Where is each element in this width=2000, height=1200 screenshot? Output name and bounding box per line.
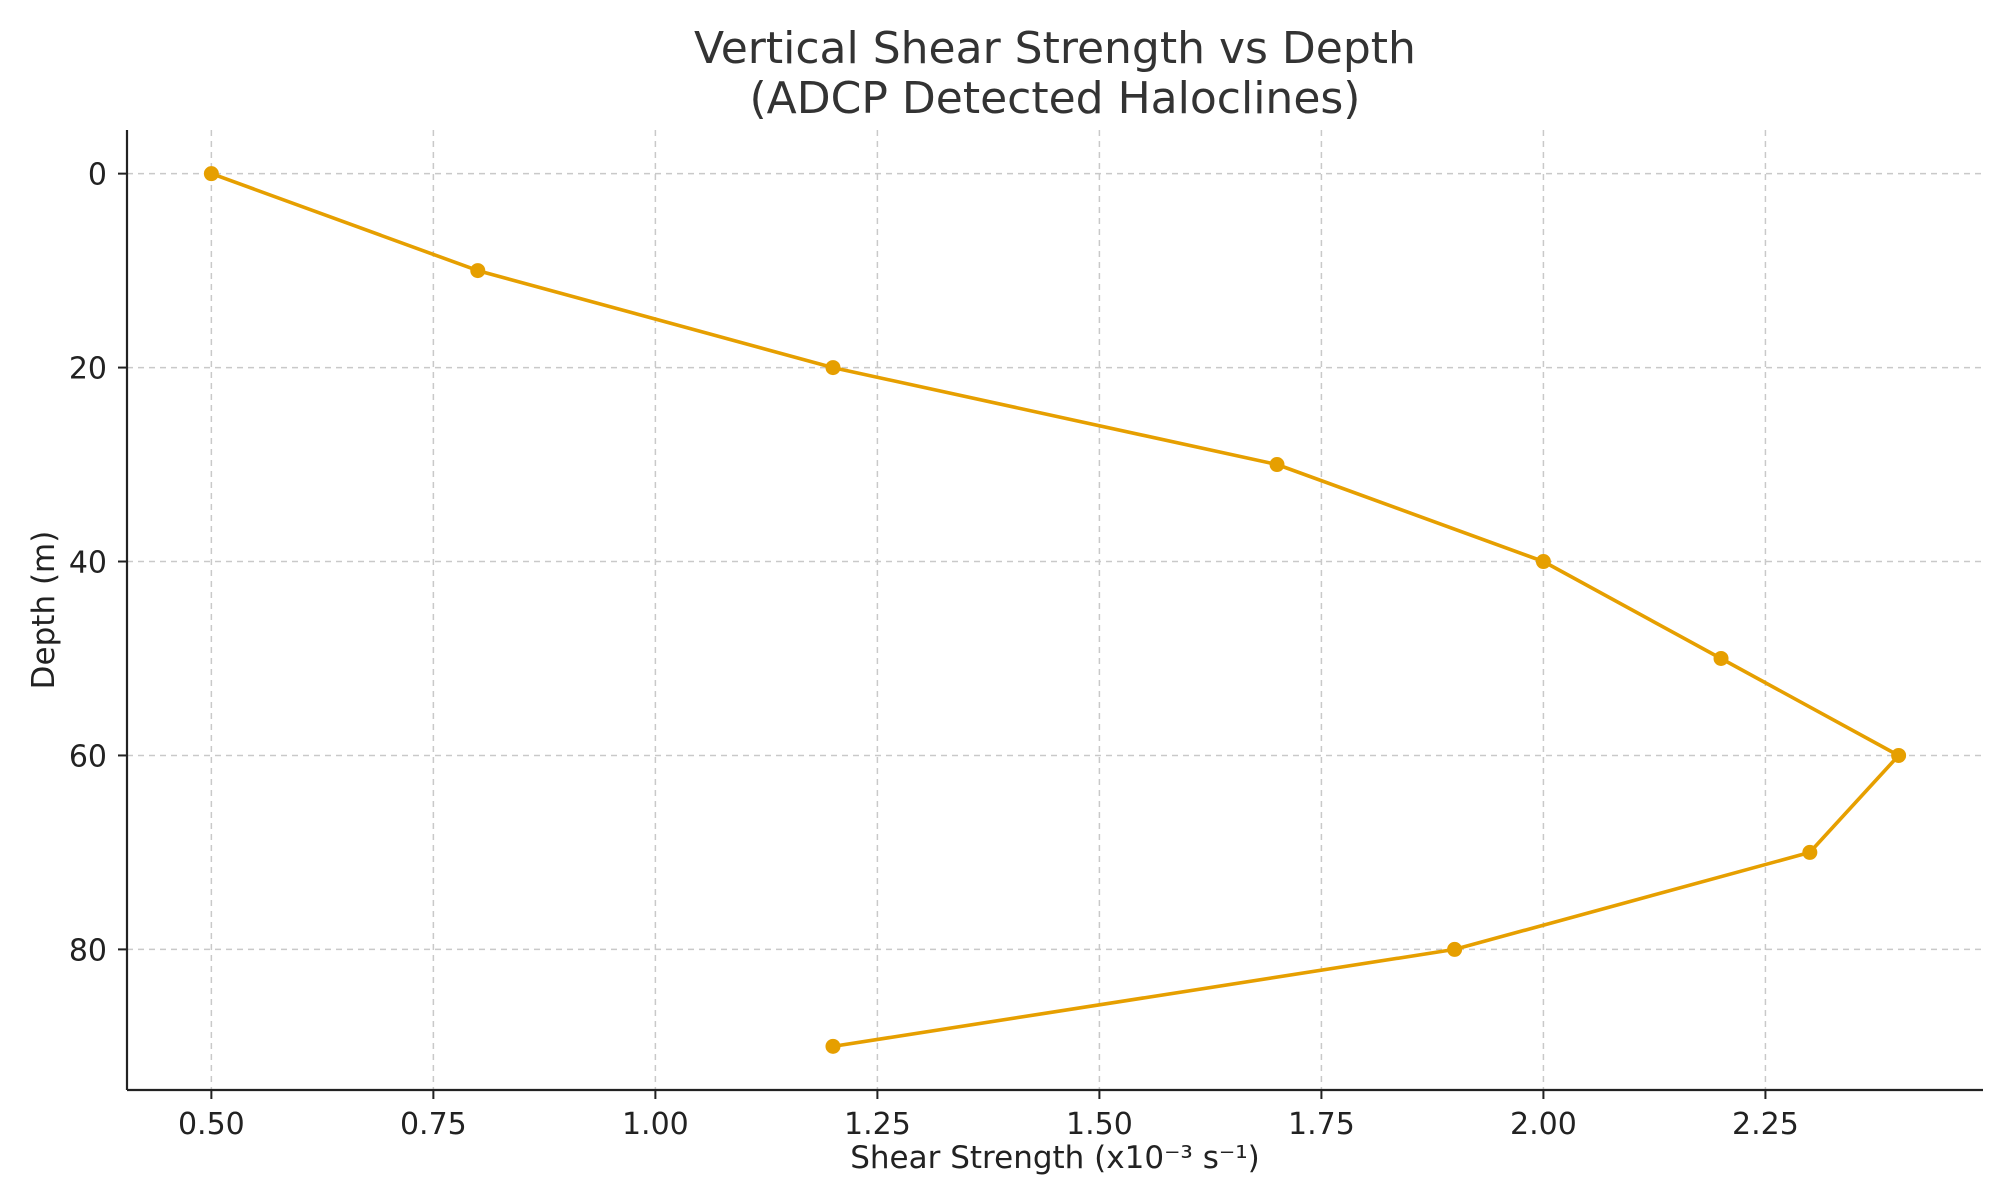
data-point <box>825 1038 841 1054</box>
data-point <box>1447 941 1463 957</box>
x-tick-label: 1.75 <box>1288 1107 1355 1142</box>
series-layer <box>203 166 1907 1054</box>
data-point <box>1535 554 1551 570</box>
y-tick-label: 80 <box>69 933 107 968</box>
data-point <box>1891 747 1907 763</box>
x-tick-label: 0.50 <box>178 1107 245 1142</box>
chart-title: Vertical Shear Strength vs Depth <box>694 23 1416 74</box>
x-tick-label: 0.75 <box>400 1107 467 1142</box>
x-tick-label: 1.25 <box>844 1107 911 1142</box>
data-point <box>470 263 486 279</box>
axes-layer <box>125 130 1983 1092</box>
y-axis-label: Depth (m) <box>26 531 62 690</box>
y-tick-label: 60 <box>69 739 107 774</box>
ticks-layer: 0.50 0.75 1.00 1.25 1.50 1.75 2.00 2.25 0 20 40 60 8… <box>69 158 1799 1142</box>
x-tick-label: 1.50 <box>1066 1107 1133 1142</box>
data-point <box>1802 844 1818 860</box>
y-tick-label: 0 <box>88 158 107 193</box>
data-point <box>203 166 219 182</box>
grid-layer <box>127 130 1983 1090</box>
x-tick-label: 2.25 <box>1732 1107 1799 1142</box>
y-tick-label: 20 <box>69 352 107 387</box>
y-tick-label: 40 <box>69 546 107 581</box>
data-point <box>1269 457 1285 473</box>
x-axis-label: Shear Strength (x10⁻³ s⁻¹) <box>850 1140 1260 1176</box>
x-tick-label: 2.00 <box>1510 1107 1577 1142</box>
data-point <box>825 360 841 376</box>
chart-subtitle: (ADCP Detected Haloclines) <box>750 73 1361 124</box>
x-tick-label: 1.00 <box>622 1107 689 1142</box>
series-line <box>209 171 1901 1049</box>
data-point <box>1713 650 1729 666</box>
